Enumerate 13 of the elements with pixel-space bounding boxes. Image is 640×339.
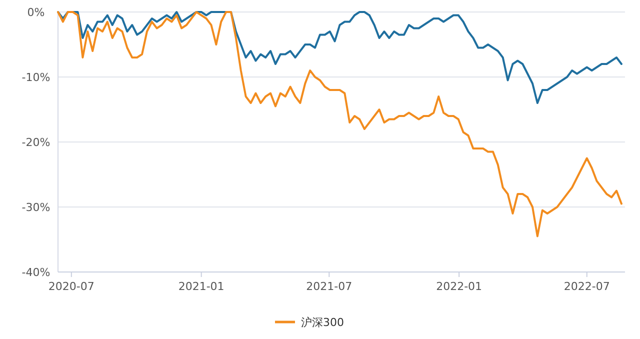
y-tick-label: 0% — [27, 6, 45, 19]
y-tick-label: -20% — [22, 136, 50, 149]
x-tick-label: 2022-07 — [564, 280, 610, 293]
x-tick-label: 2021-01 — [178, 280, 224, 293]
line-series — [57, 11, 622, 238]
line-series — [57, 11, 622, 104]
x-tick-label: 2020-07 — [48, 280, 94, 293]
x-tick-label: 2022-01 — [436, 280, 482, 293]
x-tick-label: 2021-07 — [306, 280, 352, 293]
y-tick-label: -10% — [22, 71, 50, 84]
legend-label: 沪深300 — [301, 316, 344, 329]
y-tick-label: -30% — [22, 201, 50, 214]
y-tick-label: -40% — [22, 266, 50, 279]
